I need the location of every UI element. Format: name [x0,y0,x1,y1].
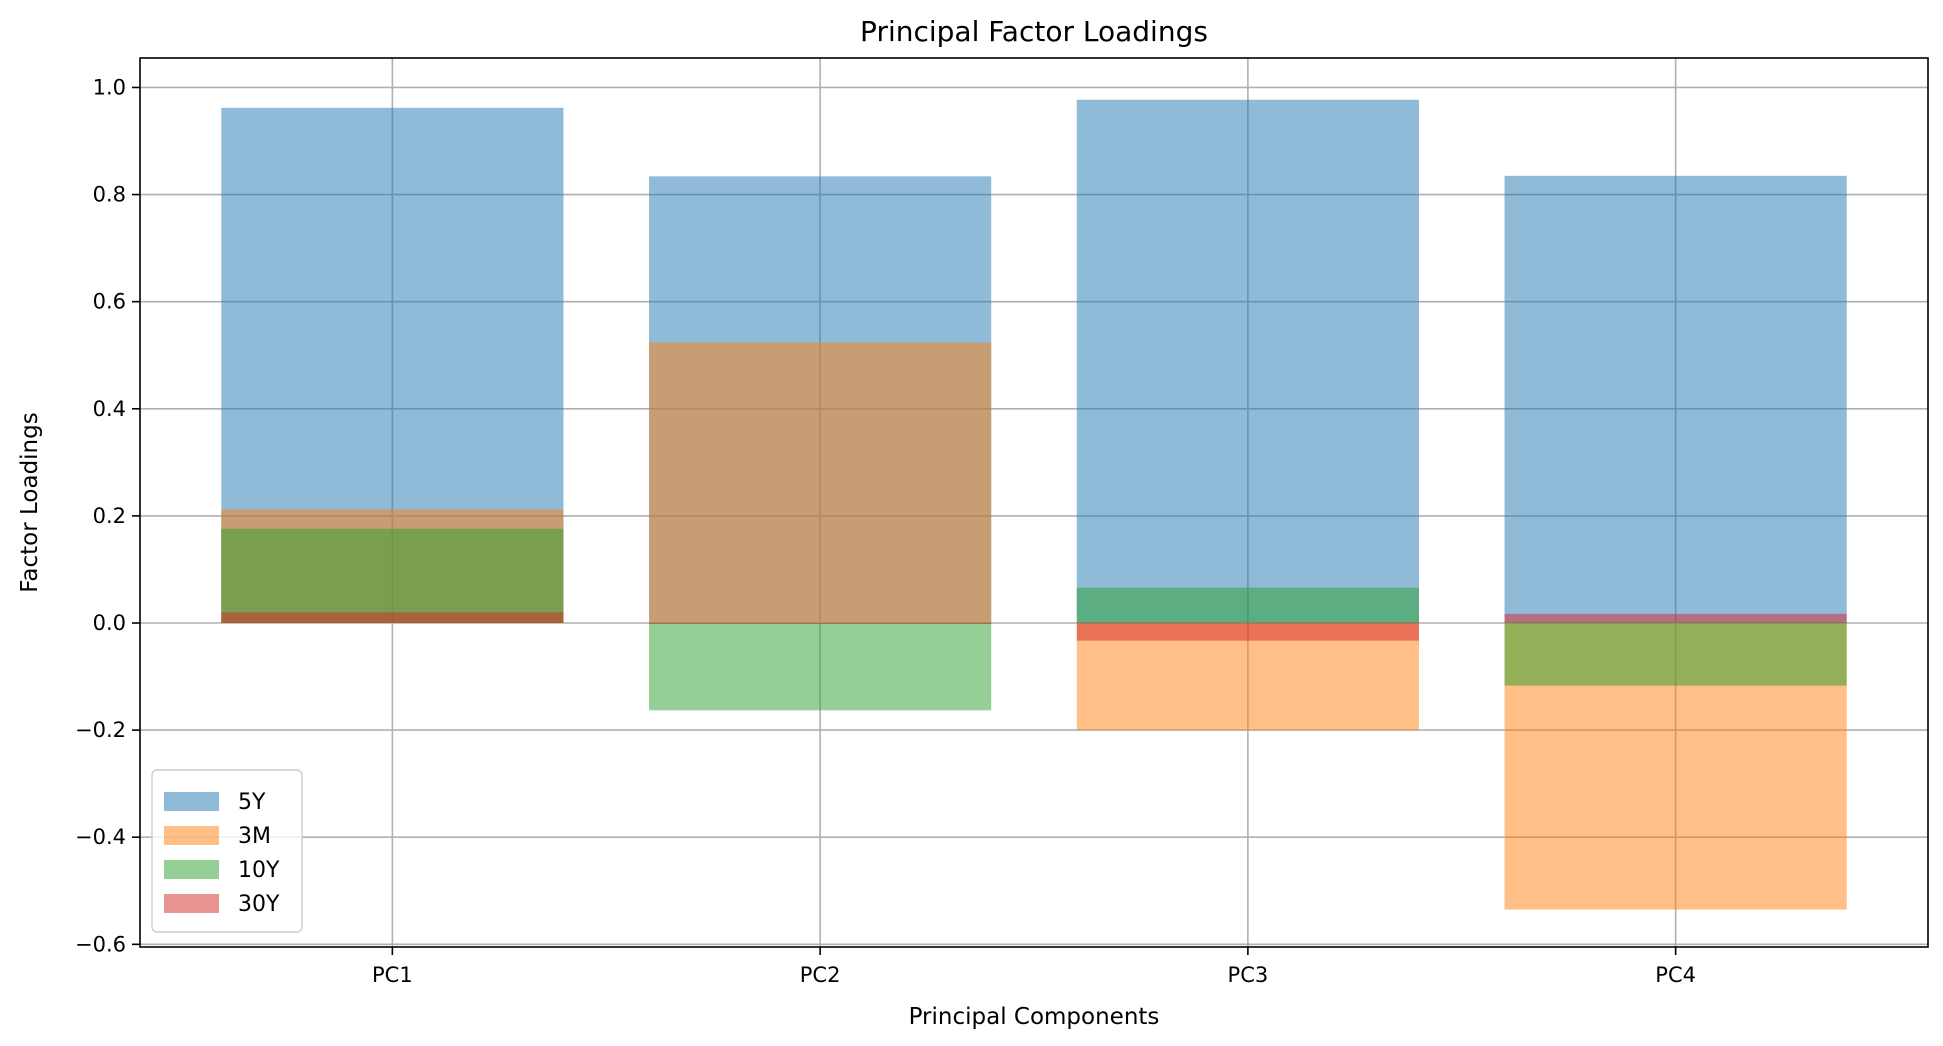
legend-swatch-5y [164,792,219,811]
bars [221,99,1847,910]
y-tick-label: 1.0 [93,75,126,99]
y-tick-label: 0.2 [93,504,126,528]
x-tick-label: PC3 [1228,963,1269,987]
bar-30y-pc2 [649,622,992,625]
x-axis-ticks: PC1 PC2 PC3 PC4 [372,947,1696,987]
x-tick-label: PC4 [1655,963,1696,987]
y-tick-label: 0.4 [93,397,126,421]
legend-swatch-30y [164,894,219,913]
legend-swatch-3m [164,826,219,845]
x-tick-label: PC2 [800,963,841,987]
bar-10y-pc3 [1076,587,1419,623]
legend-label-10y: 10Y [238,858,280,883]
legend-label-3m: 3M [238,824,271,849]
bar-3m-pc3 [1076,622,1419,731]
x-tick-label: PC1 [372,963,413,987]
legend-swatch-10y [164,860,219,879]
x-axis-label: Principal Components [909,1004,1160,1030]
y-tick-label: −0.4 [75,825,126,849]
bar-10y-pc4 [1504,622,1847,686]
legend-label-5y: 5Y [238,790,266,815]
axes-frame [139,57,1929,948]
bar-30y-pc1 [221,612,564,623]
y-tick-label: −0.2 [75,718,126,742]
y-tick-label: 0.0 [93,611,126,635]
bar-30y-pc3 [1076,622,1419,641]
y-tick-label: 0.8 [93,183,126,207]
bar-5y-pc4 [1504,175,1847,623]
y-tick-label: 0.6 [93,290,126,314]
bar-3m-pc2 [649,342,992,623]
bar-10y-pc1 [221,528,564,623]
legend-label-30y: 30Y [238,892,280,917]
y-tick-label: −0.6 [75,932,126,956]
chart-title: Principal Factor Loadings [860,15,1208,48]
bar-10y-pc2 [649,622,992,711]
legend: 5Y 3M 10Y 30Y [151,769,303,933]
bar-30y-pc4 [1504,613,1847,623]
y-axis-ticks: −0.6 −0.4 −0.2 0.0 0.2 0.4 0.6 0.8 1.0 [75,75,140,956]
bar-5y-pc3 [1076,99,1419,623]
y-axis-label: Factor Loadings [17,412,43,592]
